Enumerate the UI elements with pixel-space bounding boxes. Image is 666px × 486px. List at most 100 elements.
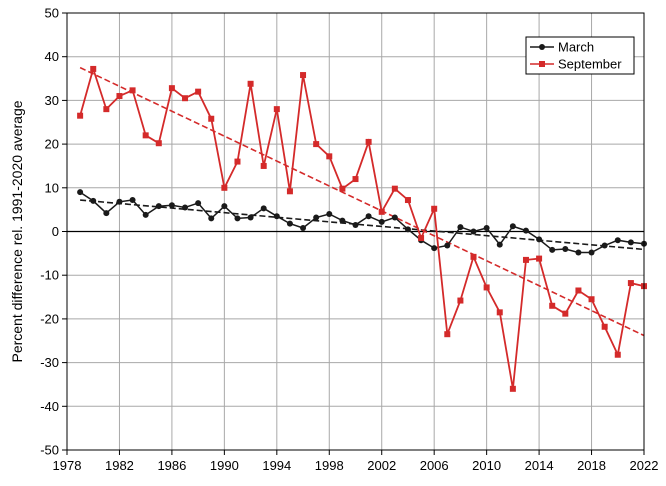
x-tick-label: 1998 bbox=[315, 458, 344, 473]
point-march bbox=[601, 242, 608, 249]
point-september bbox=[627, 280, 634, 287]
point-september bbox=[588, 296, 595, 303]
point-september bbox=[313, 141, 320, 148]
point-september bbox=[549, 302, 556, 309]
point-september bbox=[300, 72, 307, 79]
series-line-september bbox=[79, 65, 645, 389]
point-march bbox=[273, 213, 280, 220]
point-september bbox=[522, 256, 529, 263]
point-september bbox=[195, 88, 202, 95]
point-september bbox=[496, 309, 503, 316]
point-september bbox=[155, 140, 162, 147]
point-september bbox=[457, 297, 464, 304]
point-march bbox=[404, 226, 411, 233]
y-tick-label: 30 bbox=[45, 93, 59, 108]
trendline-march bbox=[80, 199, 645, 251]
point-march bbox=[339, 217, 346, 224]
point-september bbox=[509, 385, 516, 392]
point-march bbox=[247, 214, 254, 221]
y-tick-label: 40 bbox=[45, 49, 59, 64]
point-september bbox=[129, 87, 136, 94]
point-september bbox=[418, 235, 425, 242]
point-march bbox=[129, 197, 136, 204]
point-march bbox=[614, 237, 621, 244]
x-tick-label: 2022 bbox=[630, 458, 659, 473]
y-tick-label: -10 bbox=[40, 268, 59, 283]
point-march bbox=[116, 198, 123, 205]
gridlines bbox=[66, 12, 645, 451]
point-march bbox=[300, 225, 307, 232]
x-tick-label: 1986 bbox=[157, 458, 186, 473]
y-tick-label: -30 bbox=[40, 355, 59, 370]
y-tick-label: 0 bbox=[52, 224, 59, 239]
point-september bbox=[90, 65, 97, 72]
y-axis-ticks: 50 40 30 20 10 0 -10 -20 -30 -40 -50 bbox=[40, 6, 67, 458]
point-september bbox=[536, 255, 543, 262]
point-march bbox=[326, 211, 333, 218]
x-tick-label: 1982 bbox=[105, 458, 134, 473]
point-march bbox=[182, 204, 189, 211]
point-march bbox=[221, 203, 228, 210]
point-september bbox=[391, 185, 398, 192]
point-march bbox=[260, 205, 267, 212]
point-march bbox=[195, 200, 202, 207]
point-september bbox=[260, 162, 267, 169]
point-march bbox=[142, 211, 149, 218]
point-september bbox=[221, 184, 228, 191]
point-march bbox=[208, 215, 215, 222]
point-september bbox=[431, 205, 438, 212]
x-tick-label: 2006 bbox=[420, 458, 449, 473]
point-september bbox=[614, 351, 621, 358]
x-tick-label: 2018 bbox=[577, 458, 606, 473]
y-axis-label: Percent difference rel. 1991-2020 averag… bbox=[9, 100, 25, 362]
x-tick-label: 1990 bbox=[210, 458, 239, 473]
point-march bbox=[378, 218, 385, 225]
point-march bbox=[352, 221, 359, 228]
point-march bbox=[365, 213, 372, 220]
legend-marker-march bbox=[539, 44, 545, 50]
x-tick-label: 2002 bbox=[367, 458, 396, 473]
trendlines bbox=[79, 66, 645, 337]
point-september bbox=[77, 112, 84, 119]
point-march bbox=[470, 228, 477, 235]
point-september bbox=[352, 176, 359, 183]
point-september bbox=[404, 197, 411, 204]
y-tick-label: 50 bbox=[45, 6, 59, 21]
y-tick-label: -40 bbox=[40, 399, 59, 414]
point-march bbox=[627, 239, 634, 246]
point-september bbox=[444, 331, 451, 338]
point-march bbox=[575, 249, 582, 256]
point-september bbox=[470, 253, 477, 260]
point-march bbox=[549, 246, 556, 253]
plot-frame bbox=[66, 12, 645, 451]
y-tick-label: -20 bbox=[40, 311, 59, 326]
x-tick-label: 2014 bbox=[525, 458, 554, 473]
x-tick-label: 1978 bbox=[53, 458, 82, 473]
point-september bbox=[365, 138, 372, 145]
point-march bbox=[155, 203, 162, 210]
point-september bbox=[378, 208, 385, 215]
point-march bbox=[103, 210, 110, 217]
point-march bbox=[536, 236, 543, 243]
point-march bbox=[457, 224, 464, 231]
point-september bbox=[168, 85, 175, 92]
point-september bbox=[286, 188, 293, 195]
point-march bbox=[431, 245, 438, 252]
point-march bbox=[444, 242, 451, 249]
point-september bbox=[247, 80, 254, 87]
data-series bbox=[77, 65, 647, 392]
point-march bbox=[77, 189, 84, 196]
point-march bbox=[588, 249, 595, 256]
point-september bbox=[601, 323, 608, 330]
x-tick-label: 1994 bbox=[262, 458, 291, 473]
point-september bbox=[103, 106, 110, 113]
point-september bbox=[339, 185, 346, 192]
point-march bbox=[90, 197, 97, 204]
point-march bbox=[286, 220, 293, 227]
legend-box bbox=[525, 36, 635, 75]
x-axis-ticks: 1978 1982 1986 1990 1994 1998 2002 2006 2010 2014… bbox=[53, 450, 659, 473]
point-march bbox=[496, 241, 503, 248]
y-tick-label: -50 bbox=[40, 443, 59, 458]
legend-label-march: March bbox=[558, 40, 594, 55]
